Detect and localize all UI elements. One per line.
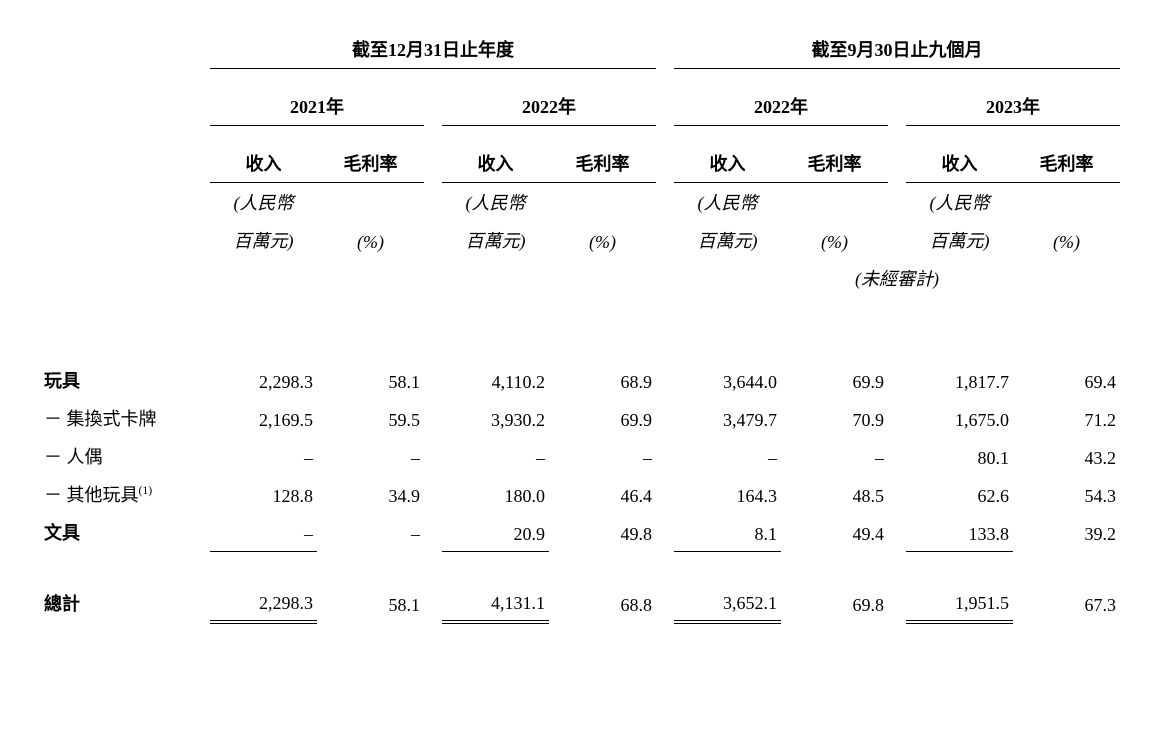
row-stationery: 文具 – – 20.9 49.8 8.1 49.4 133.8 39.2 [40,513,1120,551]
col-margin-3: 毛利率 [781,144,888,183]
header-year-row: 2021年 2022年 2022年 2023年 [40,87,1120,126]
col-revenue-1: 收入 [210,144,317,183]
period-year-header: 截至12月31日止年度 [210,30,656,69]
period-nine-header: 截至9月30日止九個月 [674,30,1120,69]
col-revenue-2: 收入 [442,144,549,183]
row-figures: － 人偶 – – – – – – 80.1 43.2 [40,437,1120,475]
unit-row-2: 百萬元) (%) 百萬元) (%) 百萬元) (%) 百萬元) (%) [40,221,1120,259]
col-margin-2: 毛利率 [549,144,656,183]
header-period-row: 截至12月31日止年度 截至9月30日止九個月 [40,30,1120,69]
row-total: 總計 2,298.3 58.1 4,131.1 68.8 3,652.1 69.… [40,584,1120,622]
year-2022a: 2022年 [442,87,656,126]
header-metric-row: 收入 毛利率 收入 毛利率 收入 毛利率 收入 毛利率 [40,144,1120,183]
label-other-toys: － 其他玩具(1) [40,475,210,513]
year-2023: 2023年 [906,87,1120,126]
col-revenue-4: 收入 [906,144,1013,183]
col-margin-1: 毛利率 [317,144,424,183]
financial-table: 截至12月31日止年度 截至9月30日止九個月 2021年 2022年 2022… [40,30,1120,624]
row-tcg: － 集換式卡牌 2,169.5 59.5 3,930.2 69.9 3,479.… [40,399,1120,437]
label-total: 總計 [40,584,210,622]
col-margin-4: 毛利率 [1013,144,1120,183]
label-figures: － 人偶 [40,437,210,475]
label-stationery: 文具 [40,513,210,551]
label-toys: 玩具 [40,361,210,399]
unit-row-1: (人民幣 (人民幣 (人民幣 (人民幣 [40,183,1120,222]
unaudited-row: (未經審計) [40,259,1120,297]
year-2021: 2021年 [210,87,424,126]
row-toys: 玩具 2,298.3 58.1 4,110.2 68.9 3,644.0 69.… [40,361,1120,399]
col-revenue-3: 收入 [674,144,781,183]
year-2022b: 2022年 [674,87,888,126]
label-tcg: － 集換式卡牌 [40,399,210,437]
row-other-toys: － 其他玩具(1) 128.8 34.9 180.0 46.4 164.3 48… [40,475,1120,513]
